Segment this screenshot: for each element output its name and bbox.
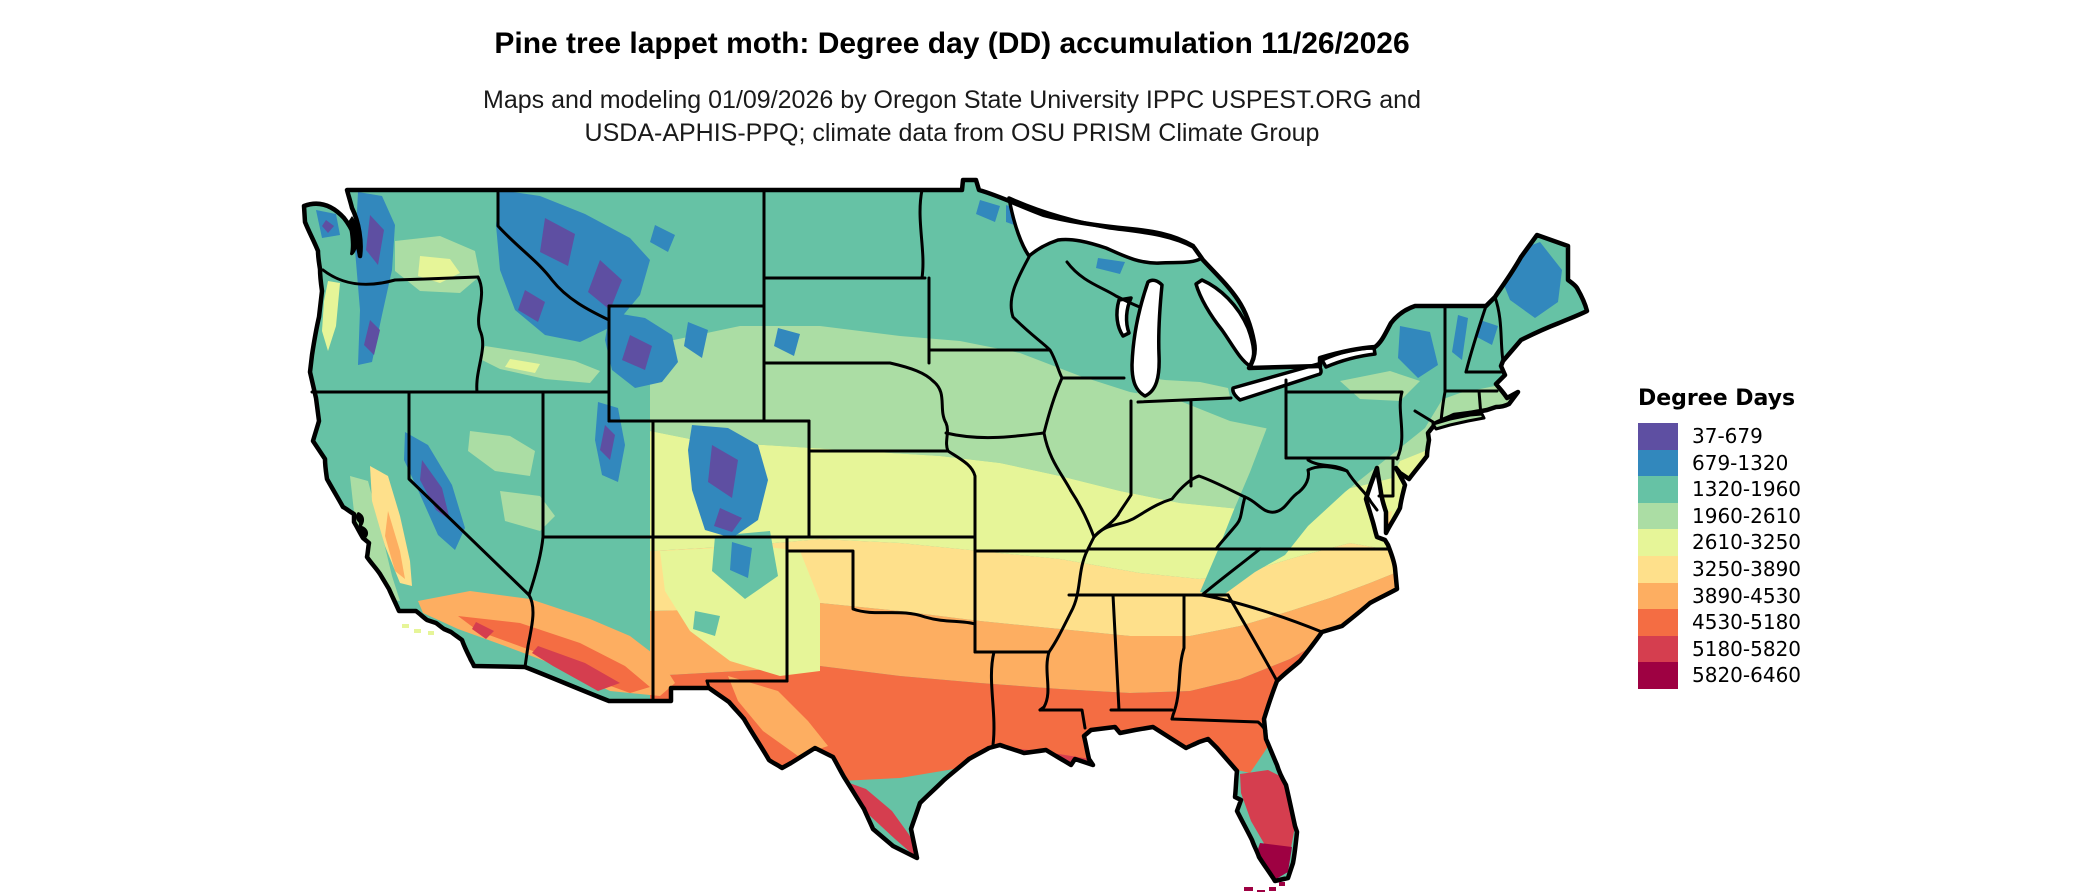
legend-swatch xyxy=(1638,662,1678,689)
puget-sound-water xyxy=(348,216,359,256)
legend-item-label: 5180-5820 xyxy=(1692,636,1802,661)
legend-item-label: 3250-3890 xyxy=(1692,556,1802,581)
map-subtitle: Maps and modeling 01/09/2026 by Oregon S… xyxy=(483,84,1421,150)
legend-item-label: 37-679 xyxy=(1692,424,1763,448)
legend-swatch xyxy=(1638,476,1678,503)
legend-swatch xyxy=(1638,529,1678,556)
legend-item-label: 2610-3250 xyxy=(1692,530,1802,555)
legend-item: 5180-5820 xyxy=(1638,635,1802,663)
legend-swatch xyxy=(1638,555,1678,583)
conus-degree-day-map xyxy=(301,177,1590,892)
subtitle-line-2: USDA-APHIS-PPQ; climate data from OSU PR… xyxy=(584,119,1320,147)
long-island xyxy=(1431,412,1486,431)
legend-title: Degree Days xyxy=(1638,386,1796,411)
legend-item: 1320-1960 xyxy=(1638,476,1801,503)
subtitle-line-1: Maps and modeling 01/09/2026 by Oregon S… xyxy=(483,86,1421,114)
state-borders xyxy=(310,188,1505,747)
legend-item-label: 1960-2610 xyxy=(1692,503,1802,528)
legend-swatch xyxy=(1638,502,1678,530)
legend-item: 4530-5180 xyxy=(1638,609,1801,636)
legend-swatch xyxy=(1638,609,1678,636)
legend-item: 2610-3250 xyxy=(1638,529,1801,556)
conus-map xyxy=(300,130,1630,892)
degree-days-legend: Degree Days 37-679 679-1320 1320-1960 1960-… xyxy=(1638,386,1801,689)
legend-item-label: 5820-6460 xyxy=(1692,663,1802,688)
map-title: Pine tree lappet moth: Degree day (DD) a… xyxy=(494,27,1410,60)
legend-item-label: 679-1320 xyxy=(1692,450,1789,475)
legend-swatch xyxy=(1638,423,1678,450)
legend-item: 37-679 xyxy=(1638,423,1801,450)
florida-keys xyxy=(1244,882,1285,892)
legend-item-label: 1320-1960 xyxy=(1692,477,1802,502)
legend-item: 679-1320 xyxy=(1638,449,1801,477)
channel-islands xyxy=(402,624,434,635)
legend-item-label: 3890-4530 xyxy=(1692,583,1802,608)
legend-item: 5820-6460 xyxy=(1638,662,1801,689)
legend-swatch xyxy=(1638,635,1678,663)
legend-items: 37-679 679-1320 1320-1960 1960-2610 2610-325… xyxy=(1638,423,1801,689)
legend-item: 1960-2610 xyxy=(1638,502,1802,530)
us-outline xyxy=(301,177,1590,884)
great-lakes xyxy=(1007,196,1377,402)
legend-item-label: 4530-5180 xyxy=(1692,610,1802,635)
legend-item: 3890-4530 xyxy=(1638,582,1802,610)
san-francisco-bay-water xyxy=(355,512,369,538)
legend-item: 3250-3890 xyxy=(1638,555,1802,583)
legend-swatch xyxy=(1638,449,1678,477)
degree-day-raster xyxy=(304,180,1587,881)
legend-swatch xyxy=(1638,582,1678,610)
